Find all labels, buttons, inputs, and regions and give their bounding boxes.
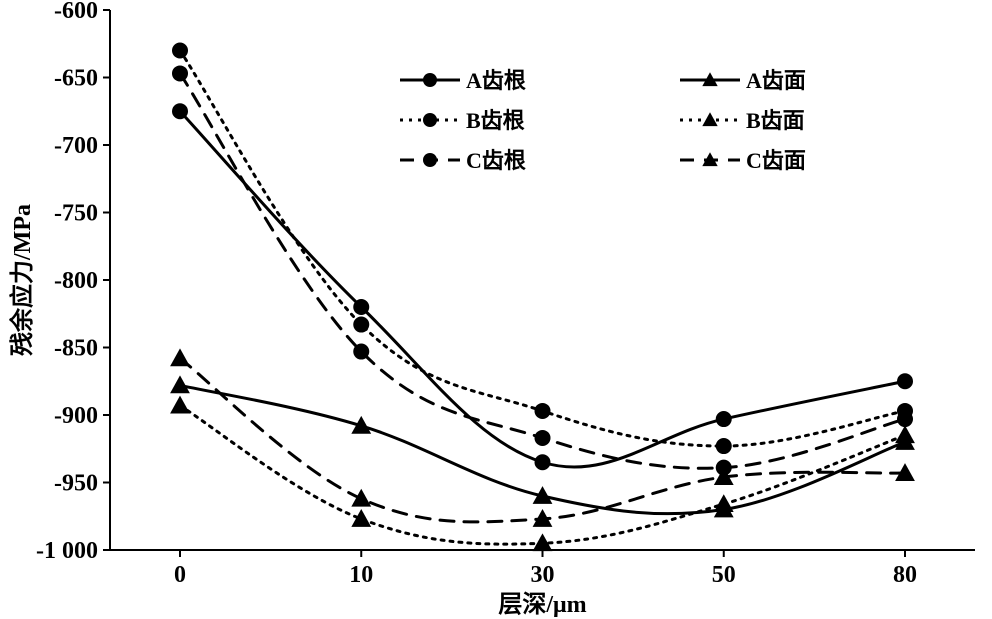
- legend-entry-b-face: B齿面: [680, 108, 805, 133]
- marker-triangle: [351, 509, 371, 527]
- x-tick-label: 50: [712, 562, 736, 588]
- marker-triangle: [170, 396, 190, 414]
- marker-circle: [535, 430, 551, 446]
- residual-stress-chart: -600 -650 -700 -750 -800 -850 -900 -950 -1 000 0 1…: [0, 0, 992, 619]
- y-tick-label: -900: [54, 403, 98, 429]
- legend-entry-c-root: C齿根: [400, 148, 526, 173]
- legend-label: A齿面: [746, 68, 806, 93]
- marker-circle: [423, 113, 437, 127]
- marker-triangle: [170, 348, 190, 366]
- y-tick-label: -800: [54, 268, 98, 294]
- legend-entry-a-root: A齿根: [400, 68, 526, 93]
- marker-circle: [535, 403, 551, 419]
- y-tick-label: -700: [54, 133, 98, 159]
- x-tick-label: 0: [174, 562, 186, 588]
- marker-circle: [423, 73, 437, 87]
- marker-circle: [535, 454, 551, 470]
- legend-entry-a-face: A齿面: [680, 68, 806, 93]
- legend-entry-b-root: B齿根: [400, 108, 525, 133]
- marker-circle: [172, 103, 188, 119]
- y-axis-label: 残余应力/MPa: [8, 204, 36, 356]
- marker-triangle: [702, 112, 717, 126]
- y-tick-label: -950: [54, 471, 98, 497]
- legend-label: C齿面: [746, 148, 806, 173]
- x-tick-label: 80: [893, 562, 917, 588]
- legend-label: B齿面: [746, 108, 805, 133]
- marker-circle: [897, 373, 913, 389]
- legend-label: C齿根: [466, 148, 526, 173]
- y-tick-label: -600: [54, 0, 98, 24]
- y-tick-label: -850: [54, 336, 98, 362]
- marker-circle: [716, 411, 732, 427]
- marker-circle: [353, 344, 369, 360]
- marker-circle: [897, 411, 913, 427]
- x-axis-label: 层深/μm: [498, 591, 586, 618]
- marker-circle: [172, 43, 188, 59]
- y-tick-label: -750: [54, 201, 98, 227]
- y-tick-label: -1 000: [36, 538, 98, 564]
- marker-circle: [716, 438, 732, 454]
- legend-entry-c-face: C齿面: [680, 148, 806, 173]
- legend-label: A齿根: [466, 68, 526, 93]
- marker-circle: [353, 299, 369, 315]
- marker-triangle: [351, 489, 371, 507]
- marker-triangle: [170, 375, 190, 393]
- marker-circle: [353, 317, 369, 333]
- marker-circle: [172, 65, 188, 81]
- legend-label: B齿根: [466, 108, 525, 133]
- y-tick-label: -650: [54, 66, 98, 92]
- x-tick-label: 10: [349, 562, 373, 588]
- marker-circle: [423, 153, 437, 167]
- x-tick-label: 30: [531, 562, 555, 588]
- marker-triangle: [895, 425, 915, 443]
- marker-triangle: [714, 494, 734, 512]
